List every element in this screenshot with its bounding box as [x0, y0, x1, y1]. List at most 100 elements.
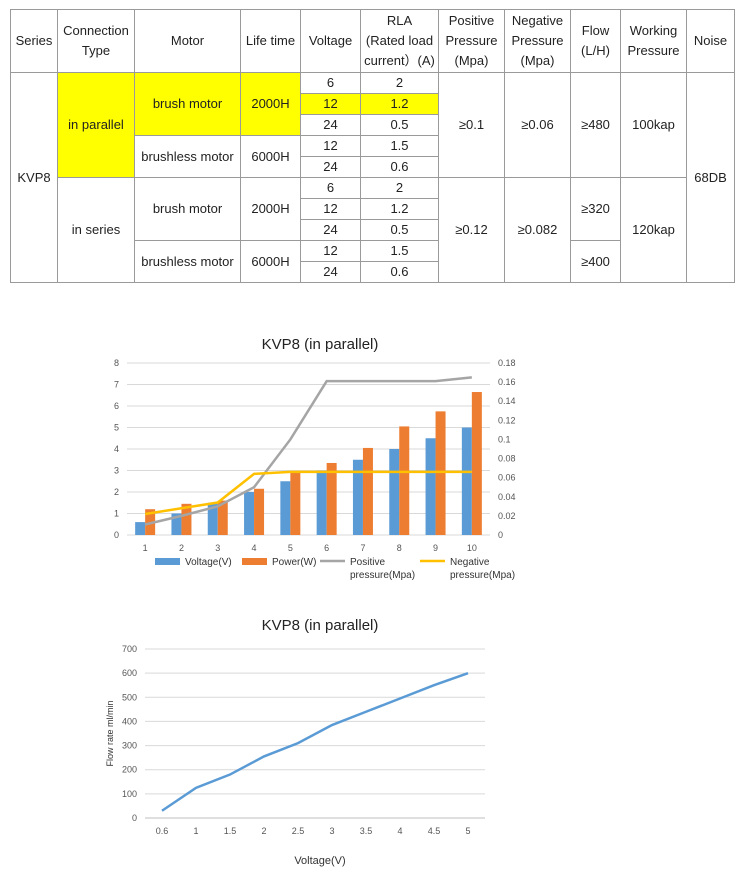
x-tick-label: 9 — [433, 543, 438, 553]
cell-voltage: 12 — [300, 198, 361, 220]
x-tick-label: 7 — [360, 543, 365, 553]
y2-tick-label: 0.14 — [498, 396, 516, 406]
y2-tick-label: 0.18 — [498, 358, 516, 368]
x-tick-label: 2.5 — [292, 826, 305, 836]
header-working-pressure: Working Pressure — [620, 9, 687, 73]
y-tick-label: 5 — [114, 423, 119, 433]
cell-positive-pressure: ≥0.12 — [438, 177, 505, 283]
cell-motor: brush motor — [134, 177, 241, 241]
header-negative-pressure: Negative Pressure (Mpa) — [504, 9, 571, 73]
cell-rla: 1.5 — [360, 135, 439, 157]
cell-rla: 2 — [360, 72, 439, 94]
header-life-time: Life time — [240, 9, 301, 73]
header-positive-pressure: Positive Pressure (Mpa) — [438, 9, 505, 73]
cell-positive-pressure: ≥0.1 — [438, 72, 505, 178]
x-tick-label: 2 — [179, 543, 184, 553]
y2-tick-label: 0.1 — [498, 434, 511, 444]
cell-motor: brushless motor — [134, 240, 241, 283]
x-tick-label: 5 — [465, 826, 470, 836]
y-tick-label: 400 — [122, 716, 137, 726]
x-tick-label: 3 — [329, 826, 334, 836]
cell-connection: in parallel — [57, 72, 135, 178]
cell-voltage: 24 — [300, 114, 361, 136]
series-line — [161, 671, 469, 812]
header-series: Series — [10, 9, 58, 73]
y-tick-label: 100 — [122, 789, 137, 799]
legend-label: Voltage(V) — [185, 557, 232, 568]
x-tick-label: 2 — [261, 826, 266, 836]
cell-series: KVP8 — [10, 72, 58, 283]
cell-voltage: 12 — [300, 135, 361, 157]
legend-label: Positive pressure(Mpa) — [350, 557, 415, 581]
bar — [435, 411, 446, 535]
cell-rla: 0.6 — [360, 156, 439, 178]
cell-rla: 1.2 — [360, 198, 439, 220]
chart-title: KVP8 (in parallel) — [262, 617, 379, 634]
y-tick-label: 0 — [132, 813, 137, 823]
y-tick-label: 200 — [122, 765, 137, 775]
cell-noise: 68DB — [686, 72, 735, 283]
bar — [461, 427, 472, 535]
cell-flow: ≥320 — [570, 177, 621, 241]
cell-flow: ≥480 — [570, 72, 621, 178]
bar — [389, 449, 400, 535]
y2-tick-label: 0.12 — [498, 415, 516, 425]
bar — [399, 426, 410, 535]
cell-working-pressure: 120kap — [620, 177, 687, 283]
y-tick-label: 4 — [114, 444, 119, 454]
x-tick-label: 8 — [397, 543, 402, 553]
x-tick-label: 10 — [467, 543, 477, 553]
bar — [244, 492, 255, 535]
cell-life: 6000H — [240, 135, 301, 178]
cell-rla: 1.2 — [360, 93, 439, 115]
y-tick-label: 7 — [114, 380, 119, 390]
cell-voltage: 12 — [300, 240, 361, 262]
bar — [352, 459, 363, 535]
y-tick-label: 0 — [114, 530, 119, 540]
x-tick-label: 3 — [215, 543, 220, 553]
cell-life: 2000H — [240, 177, 301, 241]
header-rla: RLA (Rated load current）(A) — [360, 9, 439, 73]
cell-voltage: 24 — [300, 261, 361, 283]
cell-motor: brushless motor — [134, 135, 241, 178]
bar — [171, 513, 182, 535]
y2-tick-label: 0 — [498, 530, 503, 540]
x-tick-label: 0.6 — [156, 826, 169, 836]
header-connection-type: Connection Type — [57, 9, 135, 73]
cell-rla: 1.5 — [360, 240, 439, 262]
y-tick-label: 3 — [114, 466, 119, 476]
bar — [425, 438, 436, 535]
header-noise: Noise — [686, 9, 735, 73]
bar — [290, 472, 301, 535]
header-motor: Motor — [134, 9, 241, 73]
cell-rla: 0.5 — [360, 114, 439, 136]
bar — [326, 462, 337, 535]
cell-voltage: 24 — [300, 156, 361, 178]
chart-title: KVP8 (in parallel) — [262, 336, 379, 353]
bar — [181, 503, 192, 535]
bar — [254, 488, 265, 535]
bar — [217, 500, 228, 535]
x-tick-label: 1 — [193, 826, 198, 836]
y2-tick-label: 0.02 — [498, 511, 516, 521]
cell-connection: in series — [57, 177, 135, 283]
cell-negative-pressure: ≥0.06 — [504, 72, 571, 178]
y2-tick-label: 0.04 — [498, 492, 516, 502]
bar — [207, 502, 218, 535]
x-tick-label: 1.5 — [224, 826, 237, 836]
x-tick-label: 4 — [252, 543, 257, 553]
x-axis-label: Voltage(V) — [294, 855, 345, 867]
x-tick-label: 3.5 — [360, 826, 373, 836]
bar — [316, 470, 327, 535]
bar — [280, 481, 291, 535]
cell-life: 2000H — [240, 72, 301, 136]
cell-motor: brush motor — [134, 72, 241, 136]
y-tick-label: 6 — [114, 401, 119, 411]
cell-life: 6000H — [240, 240, 301, 283]
y-tick-label: 300 — [122, 741, 137, 751]
x-tick-label: 1 — [143, 543, 148, 553]
header-voltage: Voltage — [300, 9, 361, 73]
combo-chart: KVP8 (in parallel) 0 1 2 3 4 5 6 7 8 0 0.02 0.04 0.06… — [114, 336, 516, 581]
legend-swatch — [242, 558, 267, 565]
cell-voltage: 6 — [300, 72, 361, 94]
